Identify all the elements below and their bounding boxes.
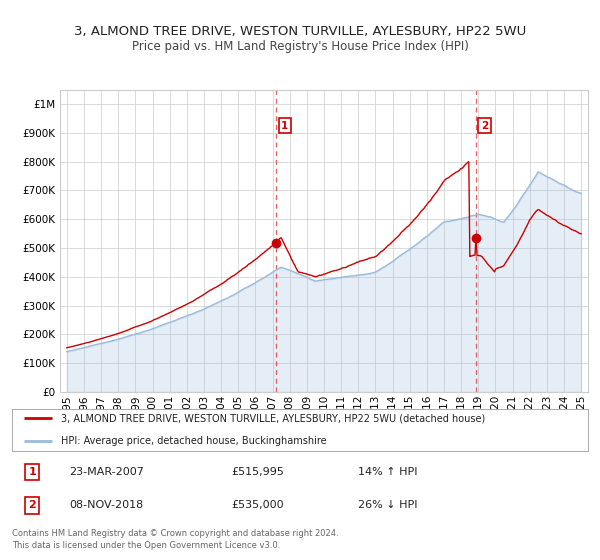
Text: 1: 1 — [281, 121, 289, 131]
Text: £535,000: £535,000 — [231, 501, 284, 510]
Text: 3, ALMOND TREE DRIVE, WESTON TURVILLE, AYLESBURY, HP22 5WU (detached house): 3, ALMOND TREE DRIVE, WESTON TURVILLE, A… — [61, 413, 485, 423]
Text: HPI: Average price, detached house, Buckinghamshire: HPI: Average price, detached house, Buck… — [61, 436, 326, 446]
Text: 3, ALMOND TREE DRIVE, WESTON TURVILLE, AYLESBURY, HP22 5WU: 3, ALMOND TREE DRIVE, WESTON TURVILLE, A… — [74, 25, 526, 38]
Text: £515,995: £515,995 — [231, 467, 284, 477]
Text: Contains HM Land Registry data © Crown copyright and database right 2024.: Contains HM Land Registry data © Crown c… — [12, 530, 338, 539]
Text: 2: 2 — [28, 501, 36, 510]
Text: 14% ↑ HPI: 14% ↑ HPI — [358, 467, 417, 477]
Text: 23-MAR-2007: 23-MAR-2007 — [70, 467, 145, 477]
Text: This data is licensed under the Open Government Licence v3.0.: This data is licensed under the Open Gov… — [12, 541, 280, 550]
Text: Price paid vs. HM Land Registry's House Price Index (HPI): Price paid vs. HM Land Registry's House … — [131, 40, 469, 53]
Text: 08-NOV-2018: 08-NOV-2018 — [70, 501, 144, 510]
Text: 1: 1 — [28, 467, 36, 477]
Text: 2: 2 — [481, 121, 488, 131]
Text: 26% ↓ HPI: 26% ↓ HPI — [358, 501, 417, 510]
